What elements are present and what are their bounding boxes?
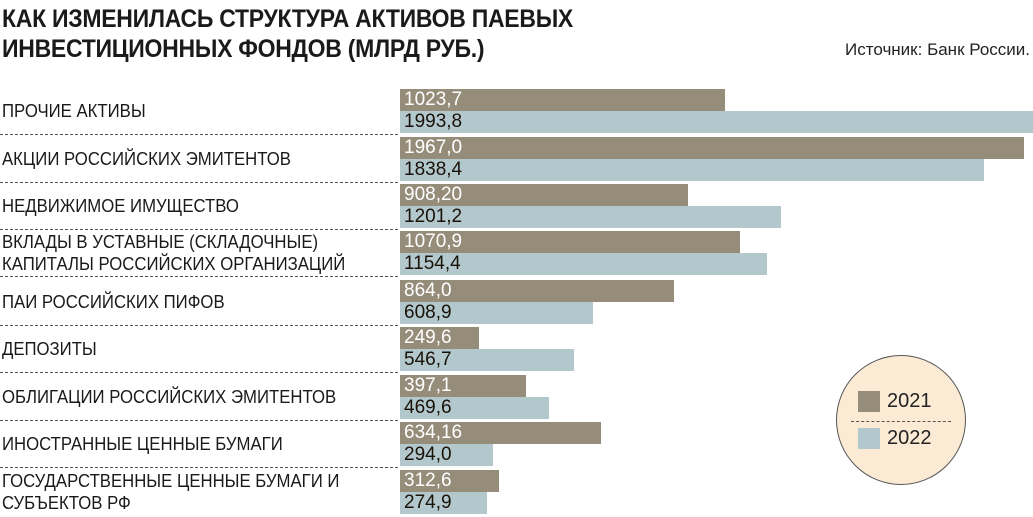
data-label-2021: 1967,0 xyxy=(404,137,463,158)
category-label: ГОСУДАРСТВЕННЫЕ ЦЕННЫЕ БУМАГИ И СУБЪЕКТО… xyxy=(2,471,340,513)
bar-2021 xyxy=(400,89,725,111)
data-label-2022: 274,9 xyxy=(404,492,452,513)
category-separator xyxy=(0,325,398,326)
bar-2022 xyxy=(400,349,574,371)
category-separator xyxy=(0,182,398,183)
data-label-2021: 908,20 xyxy=(404,184,463,205)
category-label: ДЕПОЗИТЫ xyxy=(2,339,97,359)
bar-2022 xyxy=(400,253,767,275)
data-label-2021: 249,6 xyxy=(404,327,452,348)
category-separator xyxy=(0,276,398,277)
category-label: НЕДВИЖИМОЕ ИМУЩЕСТВО xyxy=(2,196,239,216)
category-separator xyxy=(0,467,398,468)
data-label-2022: 1838,4 xyxy=(404,159,463,180)
category-separator xyxy=(0,134,398,135)
bar-2022 xyxy=(400,492,488,514)
bar-2022 xyxy=(400,159,984,181)
legend: 2021 2022 xyxy=(836,355,966,485)
category-label: ОБЛИГАЦИИ РОССИЙСКИХ ЭМИТЕНТОВ xyxy=(2,387,337,407)
category-label: ПАИ РОССИЙСКИХ ПИФОВ xyxy=(2,292,225,312)
bar-2021 xyxy=(400,470,500,492)
source-note: Источник: Банк России. xyxy=(845,40,1030,59)
bar-2022 xyxy=(400,111,1033,133)
category-separator xyxy=(0,229,398,230)
legend-label-2022: 2022 xyxy=(887,427,932,449)
bar-2022 xyxy=(400,397,550,419)
category-label: АКЦИИ РОССИЙСКИХ ЭМИТЕНТОВ xyxy=(2,149,291,169)
data-label-2022: 1154,4 xyxy=(404,253,461,274)
legend-swatch-2021 xyxy=(858,391,880,412)
bar-2021 xyxy=(400,280,675,302)
bar-2022 xyxy=(400,444,494,466)
bar-2021 xyxy=(400,422,602,444)
data-label-2022: 469,6 xyxy=(404,397,452,418)
legend-label-2021: 2021 xyxy=(887,390,932,412)
data-label-2021: 864,0 xyxy=(404,280,452,301)
bar-2022 xyxy=(400,206,782,228)
category-separator xyxy=(0,420,398,421)
category-label: ИНОСТРАННЫЕ ЦЕННЫЕ БУМАГИ xyxy=(2,434,283,454)
data-label-2021: 634,16 xyxy=(404,422,463,443)
bar-2021 xyxy=(400,231,740,253)
chart-title: КАК ИЗМЕНИЛАСЬ СТРУКТУРА АКТИВОВ ПАЕВЫХ … xyxy=(2,5,574,63)
bar-2021 xyxy=(400,137,1025,159)
data-label-2021: 1023,7 xyxy=(404,89,463,110)
data-label-2022: 546,7 xyxy=(404,349,452,370)
category-label: ПРОЧИЕ АКТИВЫ xyxy=(2,101,146,121)
category-separator xyxy=(0,372,398,373)
bar-2021 xyxy=(400,375,527,397)
legend-swatch-2022 xyxy=(858,428,880,449)
data-label-2021: 1070,9 xyxy=(404,231,463,252)
data-label-2022: 294,0 xyxy=(404,444,452,465)
bar-2022 xyxy=(400,302,594,324)
data-label-2021: 312,6 xyxy=(404,470,452,491)
bar-2021 xyxy=(400,184,689,206)
data-label-2022: 1201,2 xyxy=(404,206,463,227)
category-label: ВКЛАДЫ В УСТАВНЫЕ (СКЛАДОЧНЫЕ) КАПИТАЛЫ … xyxy=(2,232,346,274)
data-label-2022: 1993,8 xyxy=(404,111,463,132)
bar-2021 xyxy=(400,327,480,349)
legend-divider xyxy=(851,421,951,422)
data-label-2022: 608,9 xyxy=(404,302,452,323)
data-label-2021: 397,1 xyxy=(404,375,452,396)
